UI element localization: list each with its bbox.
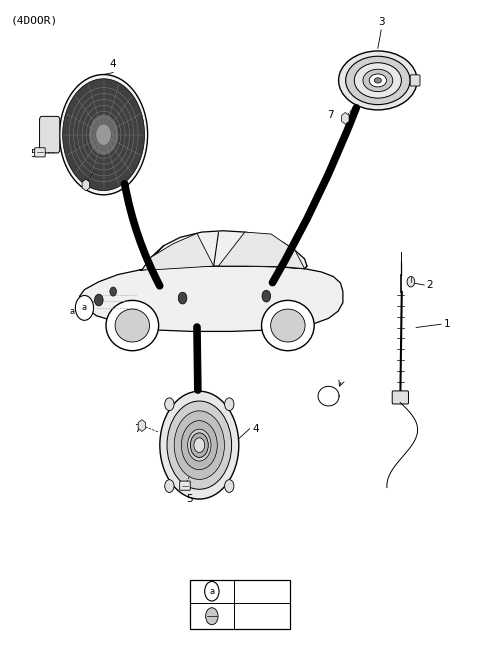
Ellipse shape [181,421,217,470]
Circle shape [225,398,234,411]
Ellipse shape [262,301,314,350]
Ellipse shape [106,301,158,350]
Ellipse shape [338,51,417,110]
FancyBboxPatch shape [180,481,190,490]
Text: 6: 6 [262,595,268,605]
Polygon shape [138,420,145,432]
Ellipse shape [115,309,150,342]
Ellipse shape [271,309,305,342]
Text: 1: 1 [444,319,450,329]
Polygon shape [342,113,349,124]
Ellipse shape [88,113,119,156]
Ellipse shape [369,74,386,87]
Circle shape [204,582,219,601]
Text: a: a [70,307,75,316]
Text: 7: 7 [81,182,88,192]
Circle shape [262,290,271,302]
Ellipse shape [63,79,144,191]
Polygon shape [142,233,214,270]
Ellipse shape [160,391,239,499]
Circle shape [165,398,174,411]
Text: 5: 5 [186,494,193,504]
Text: 7: 7 [327,110,333,120]
Circle shape [205,608,218,625]
Circle shape [95,294,103,306]
Circle shape [75,295,94,320]
Text: 3: 3 [378,17,384,27]
Polygon shape [82,179,90,191]
Text: 4: 4 [110,60,117,69]
Ellipse shape [346,56,410,105]
Text: a: a [209,587,215,596]
Ellipse shape [374,78,382,83]
Ellipse shape [174,411,225,479]
Polygon shape [218,232,305,269]
Text: a: a [82,303,87,312]
Ellipse shape [191,433,208,457]
Polygon shape [80,266,343,331]
Polygon shape [140,231,307,270]
Text: 7: 7 [134,424,141,434]
Text: 2: 2 [427,280,433,290]
Ellipse shape [363,69,393,92]
Text: 4: 4 [252,424,259,434]
Ellipse shape [194,438,204,453]
Circle shape [178,292,187,304]
Text: (4DOOR): (4DOOR) [10,15,58,25]
Ellipse shape [60,75,148,195]
Ellipse shape [354,63,401,98]
FancyBboxPatch shape [190,580,290,629]
FancyBboxPatch shape [39,117,60,153]
FancyBboxPatch shape [35,148,45,157]
Circle shape [225,479,234,493]
FancyBboxPatch shape [410,75,420,86]
Circle shape [407,276,415,287]
FancyBboxPatch shape [392,391,408,404]
Circle shape [165,479,174,493]
Text: 5: 5 [30,149,36,159]
Ellipse shape [188,429,211,461]
Ellipse shape [167,401,232,489]
Circle shape [96,124,111,145]
Circle shape [110,287,117,296]
